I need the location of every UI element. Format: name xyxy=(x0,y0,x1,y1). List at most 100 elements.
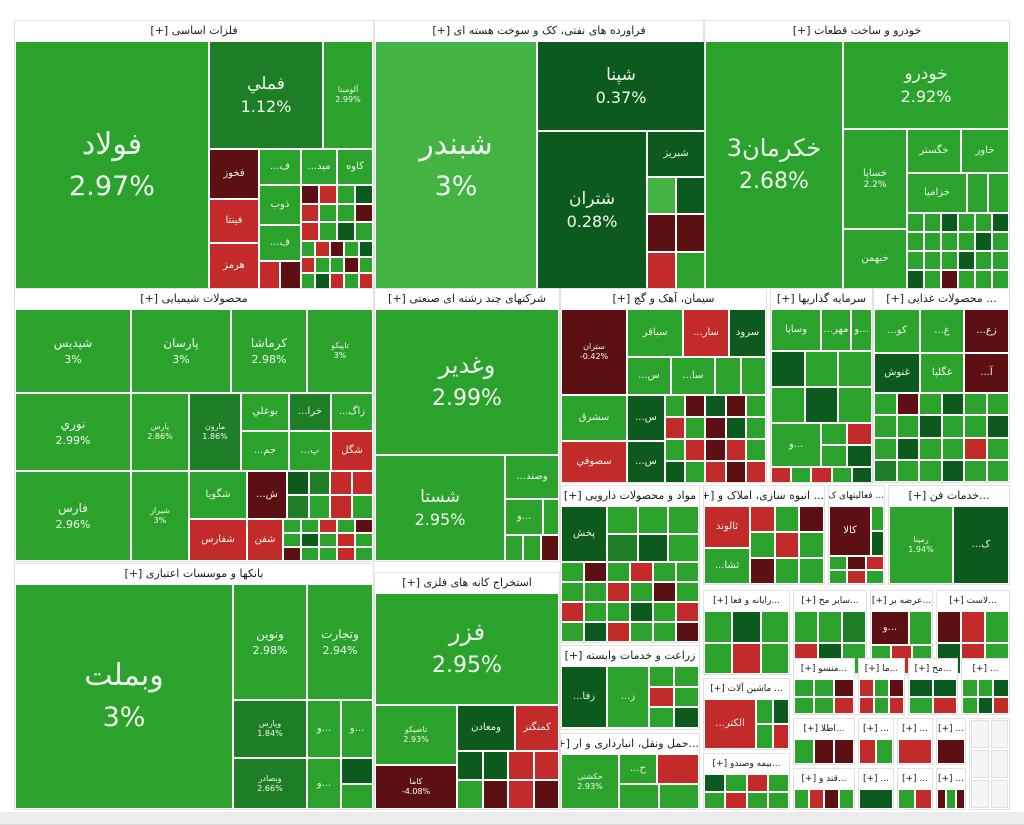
treemap-tile-small[interactable] xyxy=(848,557,865,569)
treemap-tile[interactable]: وتجارت 2.94% xyxy=(308,585,372,699)
treemap-tile[interactable]: کو... xyxy=(875,310,919,352)
treemap-tile[interactable]: نوري 2.99% xyxy=(16,394,130,470)
treemap-tile-small[interactable] xyxy=(534,752,558,779)
treemap-tile[interactable]: بوعلي xyxy=(242,394,288,430)
treemap-tile-small[interactable] xyxy=(942,416,963,437)
sector-title[interactable]: ... [+] xyxy=(862,774,889,784)
treemap-tile-small[interactable] xyxy=(947,790,955,808)
treemap-tile-small[interactable] xyxy=(910,680,932,696)
treemap-tile-small[interactable] xyxy=(920,438,941,459)
treemap-tile-small[interactable] xyxy=(993,214,1008,231)
treemap-tile-small[interactable] xyxy=(938,790,946,808)
treemap-tile-small[interactable] xyxy=(938,740,964,763)
treemap-tile-small[interactable] xyxy=(751,559,774,583)
treemap-tile-small[interactable] xyxy=(910,697,932,713)
sector-title[interactable]: ... [+] xyxy=(862,724,889,734)
treemap-tile-small[interactable] xyxy=(847,446,871,466)
treemap-tile-small[interactable] xyxy=(830,557,847,569)
treemap-tile-small[interactable] xyxy=(359,258,372,272)
treemap-tile-small[interactable] xyxy=(908,214,923,231)
sector-title[interactable]: ... [+] xyxy=(937,774,964,784)
treemap-tile[interactable]: شتران 0.28% xyxy=(538,132,646,288)
sector-title[interactable]: بانکها و موسسات اعتباری [+] xyxy=(124,567,264,580)
treemap-tile[interactable]: سار... xyxy=(684,310,728,356)
treemap-tile-small[interactable] xyxy=(705,775,725,791)
treemap-tile[interactable]: غگلپا xyxy=(921,354,963,392)
treemap-tile-small[interactable] xyxy=(677,178,704,214)
treemap-tile-small[interactable] xyxy=(908,271,923,288)
sector-title[interactable]: ... [+] xyxy=(937,724,964,734)
treemap-tile-small[interactable] xyxy=(959,214,974,231)
treemap-tile-small[interactable] xyxy=(544,500,558,534)
treemap-tile-small[interactable] xyxy=(733,643,760,673)
treemap-tile-small[interactable] xyxy=(666,462,685,482)
treemap-tile-small[interactable] xyxy=(316,242,329,256)
treemap-tile-small[interactable] xyxy=(830,571,847,583)
treemap-tile-small[interactable] xyxy=(648,215,675,251)
treemap-tile[interactable]: ف... xyxy=(260,150,300,184)
treemap-tile[interactable]: شگویا xyxy=(190,472,246,518)
treemap-tile-small[interactable] xyxy=(330,274,344,288)
treemap-tile[interactable]: ثالوند xyxy=(705,507,749,547)
treemap-tile[interactable]: ز... xyxy=(608,667,648,727)
treemap-tile-small[interactable] xyxy=(968,174,987,212)
treemap-tile[interactable]: س... xyxy=(628,358,670,394)
sector-title[interactable]: ...لاست [+] xyxy=(949,596,997,606)
treemap-tile-small[interactable] xyxy=(585,623,606,641)
treemap-tile-small[interactable] xyxy=(608,623,629,641)
treemap-tile-small[interactable] xyxy=(331,496,351,518)
treemap-tile[interactable]: خساپا 2.2% xyxy=(844,130,906,228)
treemap-tile[interactable]: ذوب xyxy=(260,186,300,224)
treemap-tile-small[interactable] xyxy=(281,262,300,288)
treemap-tile[interactable]: ومعادن xyxy=(458,706,514,750)
treemap-tile-small[interactable] xyxy=(733,612,760,642)
treemap-tile[interactable]: ف... xyxy=(260,226,300,260)
sector-title[interactable]: ... انبوه سازی، املاک و [+] xyxy=(704,489,824,502)
treemap-tile-small[interactable] xyxy=(822,424,846,444)
treemap-tile[interactable]: وصند... xyxy=(506,456,558,498)
treemap-tile-small[interactable] xyxy=(757,725,772,748)
treemap-tile-small[interactable] xyxy=(562,563,583,581)
treemap-tile[interactable]: ستران -0.42% xyxy=(562,310,626,394)
treemap-tile-small[interactable] xyxy=(654,623,675,641)
treemap-tile[interactable]: شستا 2.95% xyxy=(376,456,504,560)
treemap-tile-small[interactable] xyxy=(819,612,841,642)
treemap-tile-small[interactable] xyxy=(989,174,1008,212)
treemap-tile-small[interactable] xyxy=(706,440,725,460)
treemap-tile-small[interactable] xyxy=(302,204,318,222)
treemap-tile-small[interactable] xyxy=(860,697,873,713)
treemap-tile[interactable]: خگستر xyxy=(908,130,960,172)
treemap-tile-small[interactable] xyxy=(331,472,351,494)
treemap-tile-small[interactable] xyxy=(320,186,336,203)
treemap-tile-small[interactable] xyxy=(686,462,705,482)
sector-title[interactable]: شرکتهای چند رشته ای صنعتی [+] xyxy=(388,292,546,305)
treemap-tile-small[interactable] xyxy=(675,667,698,686)
treemap-tile[interactable]: شبریز xyxy=(648,132,704,176)
treemap-tile-small[interactable] xyxy=(706,462,725,482)
treemap-tile-small[interactable] xyxy=(506,536,522,560)
treemap-tile-small[interactable] xyxy=(338,534,354,546)
treemap-tile-small[interactable] xyxy=(638,535,668,561)
treemap-tile[interactable]: مارون 1.86% xyxy=(190,394,240,470)
treemap-tile-small[interactable] xyxy=(654,603,675,621)
treemap-tile-small[interactable] xyxy=(706,418,725,438)
treemap-tile[interactable]: آ... xyxy=(965,354,1008,392)
treemap-tile-small[interactable] xyxy=(815,697,833,713)
treemap-tile-small[interactable] xyxy=(726,396,745,416)
treemap-tile-small[interactable] xyxy=(925,214,940,231)
treemap-tile-small[interactable] xyxy=(875,438,896,459)
sector-title[interactable]: سرمایه گذاریها [+] xyxy=(776,292,867,305)
treemap-tile-small[interactable] xyxy=(620,785,658,808)
sector-title[interactable]: ...منسو [+] xyxy=(800,664,848,674)
treemap-tile-small[interactable] xyxy=(908,252,923,269)
treemap-tile-small[interactable] xyxy=(890,680,903,696)
treemap-tile-small[interactable] xyxy=(990,720,1008,748)
treemap-tile-small[interactable] xyxy=(654,583,675,601)
treemap-tile[interactable]: تاپیکو 3% xyxy=(308,310,372,392)
treemap-tile-small[interactable] xyxy=(815,680,833,696)
treemap-tile[interactable]: ش... xyxy=(248,472,286,518)
treemap-tile-small[interactable] xyxy=(987,416,1008,437)
treemap-tile[interactable]: ...و xyxy=(342,701,372,757)
treemap-tile-small[interactable] xyxy=(860,740,875,763)
treemap-tile-small[interactable] xyxy=(990,780,1008,808)
